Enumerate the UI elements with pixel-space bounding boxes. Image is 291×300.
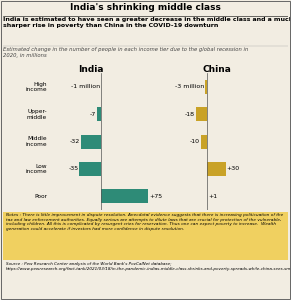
- Text: Upper-
middle: Upper- middle: [27, 109, 47, 120]
- Text: Estimated change in the number of people in each income tier due to the global r: Estimated change in the number of people…: [3, 47, 248, 58]
- Text: India's shrinking middle class: India's shrinking middle class: [70, 3, 221, 12]
- Text: Poor: Poor: [34, 194, 47, 199]
- Text: Notes : There is little improvement in dispute resolution. Anecdotal evidence su: Notes : There is little improvement in d…: [6, 213, 283, 231]
- Text: Low
income: Low income: [26, 164, 47, 174]
- Text: China: China: [202, 65, 231, 74]
- Text: High
income: High income: [26, 82, 47, 92]
- Text: Middle
income: Middle income: [26, 136, 47, 147]
- Text: India is estimated to have seen a greater decrease in the middle class and a muc: India is estimated to have seen a greate…: [3, 17, 291, 28]
- Text: Source : Pew Research Center analysis of the World Bank's PovCalNet database;
ht: Source : Pew Research Center analysis of…: [6, 262, 291, 271]
- Text: India: India: [79, 65, 104, 74]
